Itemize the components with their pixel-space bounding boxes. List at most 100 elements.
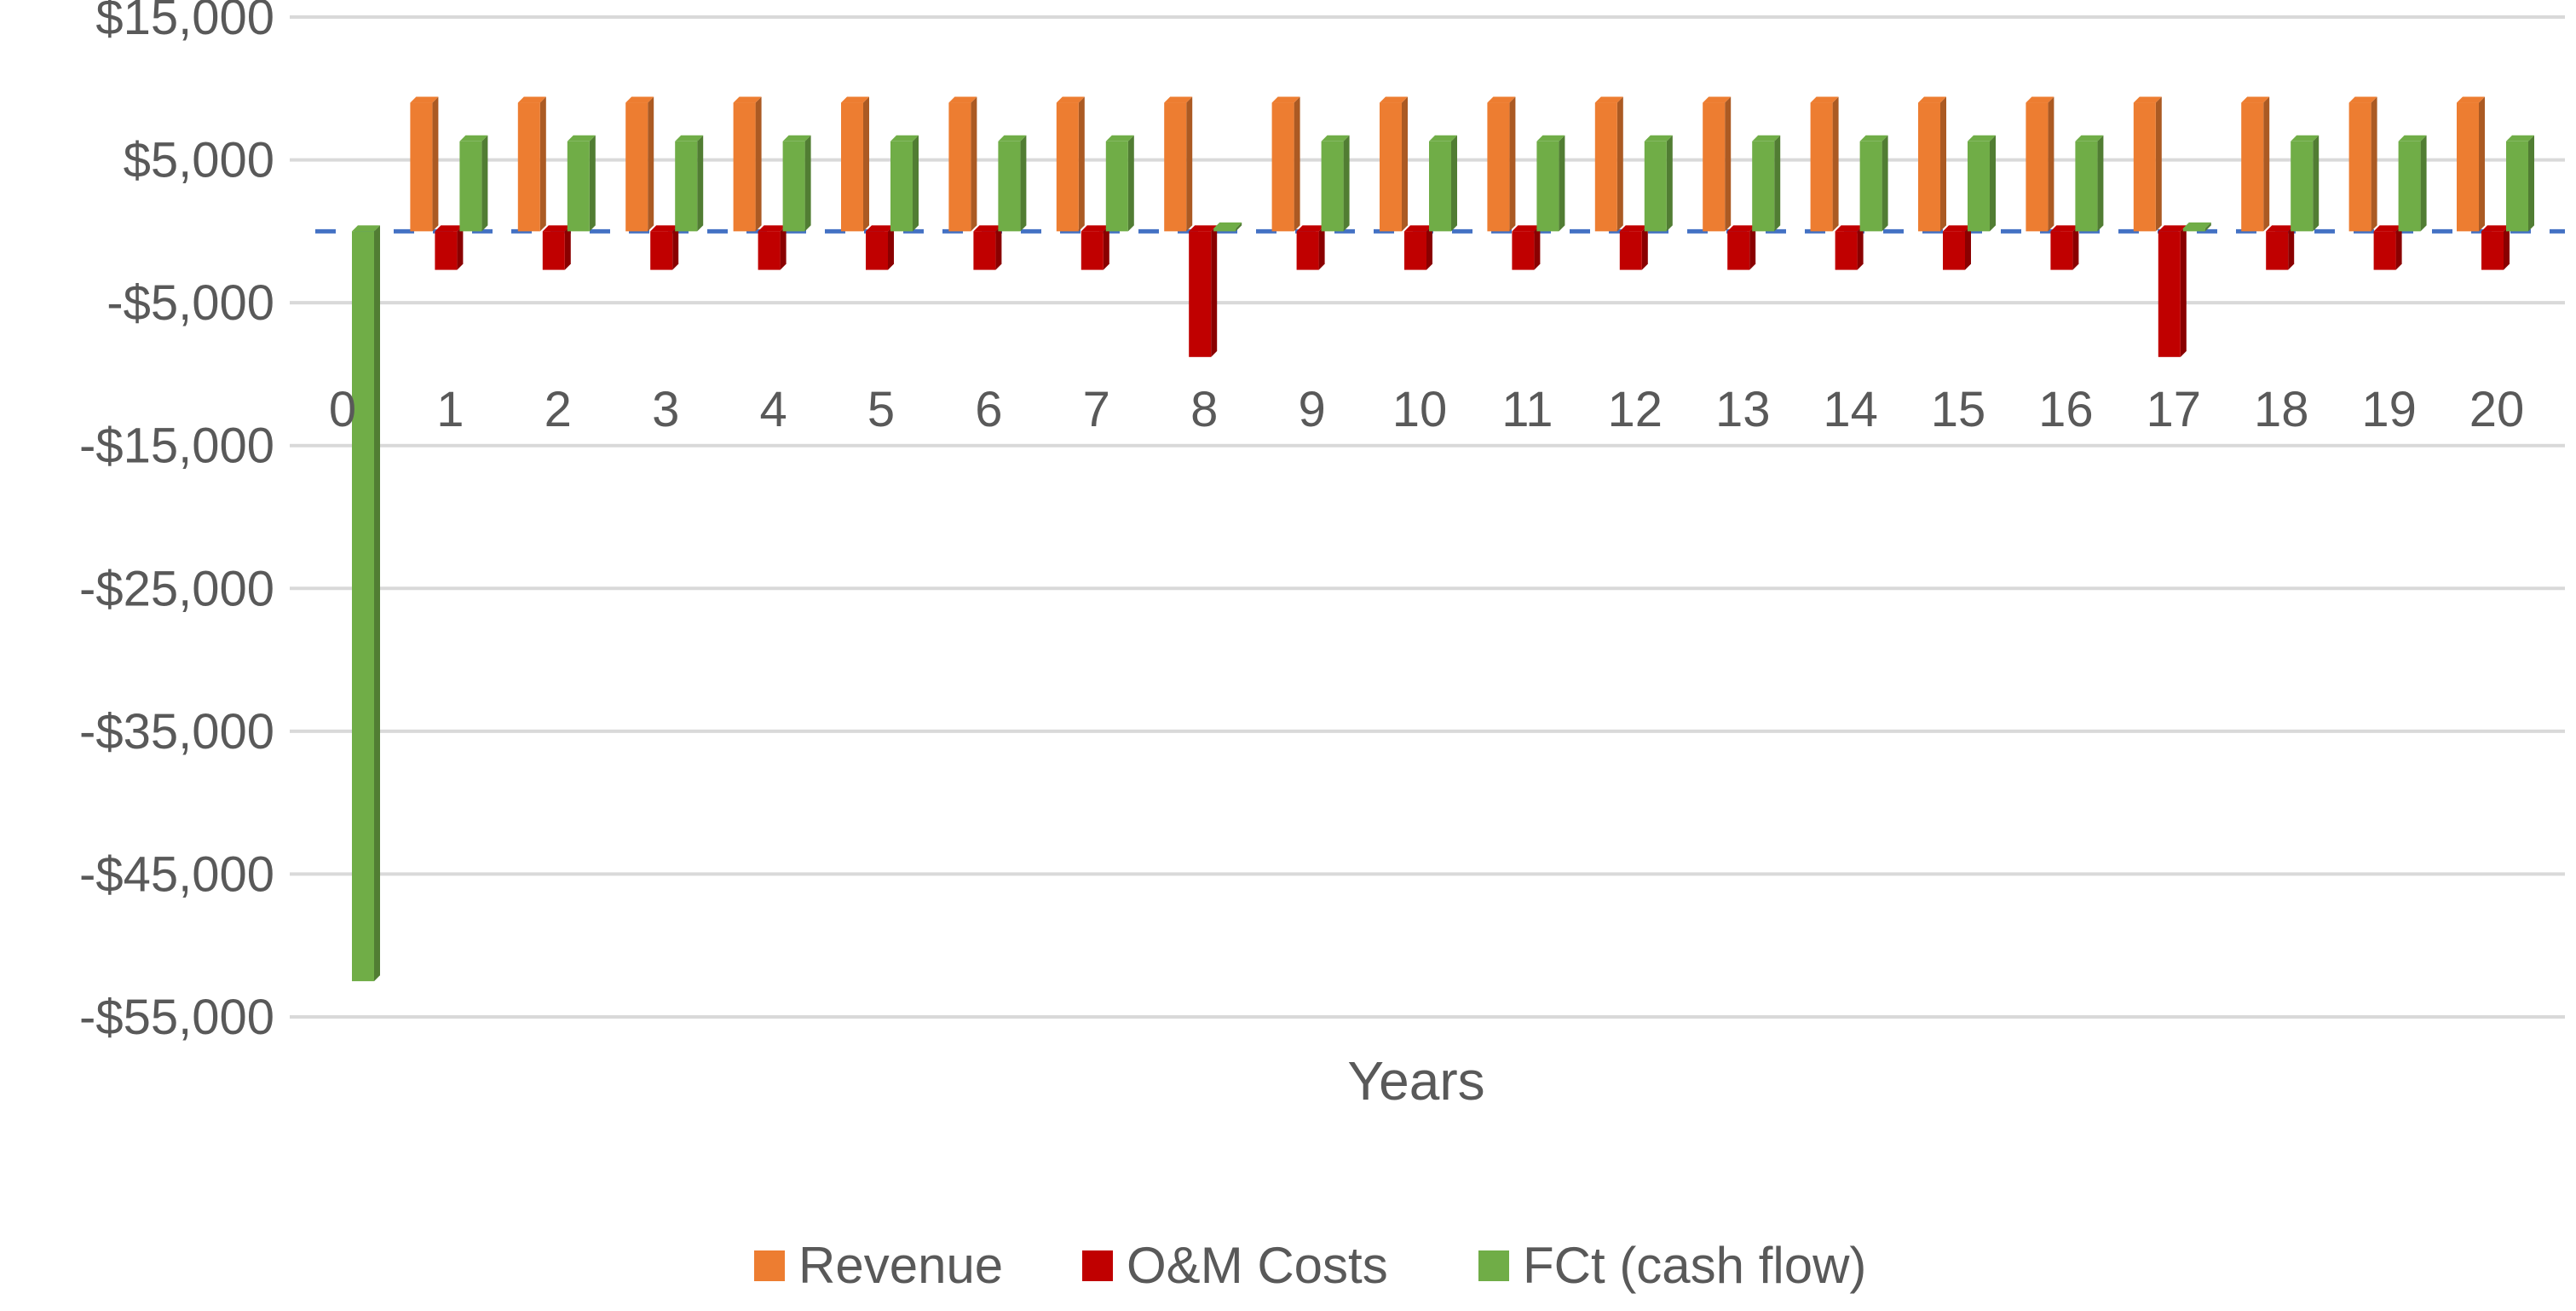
bar-side: [1857, 225, 1864, 270]
bar-revenue-year-16: [2026, 96, 2054, 232]
bar-front: [2241, 102, 2264, 232]
bar-side: [564, 225, 571, 270]
bar-side: [888, 225, 894, 270]
bar-side: [2204, 222, 2211, 232]
bar-top: [890, 135, 919, 141]
x-tick-label: 20: [2469, 382, 2525, 437]
bar-fct-cash-flow--year-13: [1752, 135, 1781, 232]
bar-revenue-year-1: [410, 96, 439, 232]
bar-front: [459, 141, 482, 232]
bar-top: [2373, 225, 2402, 232]
bar-fct-cash-flow--year-12: [1644, 135, 1673, 232]
y-axis-tick-labels: $15,000 $5,000 -$5,000 -$15,000 -$25,000 -$35…: [79, 0, 274, 1045]
bar-top: [2398, 135, 2427, 141]
bar-side: [2313, 135, 2320, 232]
bar-top: [1644, 135, 1673, 141]
bar-side: [1078, 96, 1085, 232]
bar-side: [457, 225, 464, 270]
bar-side: [804, 135, 811, 232]
bar-front: [1727, 231, 1750, 270]
bar-o-m-costs-year-2: [542, 225, 571, 270]
bar-side: [1990, 135, 1996, 232]
bar-front: [1271, 102, 1294, 232]
x-tick-label: 5: [867, 382, 895, 437]
bar-top: [1487, 96, 1516, 103]
bar-side: [1186, 96, 1193, 232]
bar-revenue-year-11: [1487, 96, 1516, 232]
bar-revenue-year-3: [625, 96, 654, 232]
bar-revenue-year-9: [1271, 96, 1300, 232]
bar-side: [913, 135, 919, 232]
bar-fct-cash-flow--year-2: [567, 135, 596, 232]
bar-revenue-year-17: [2133, 96, 2162, 232]
bar-side: [539, 96, 546, 232]
x-tick-label: 8: [1190, 382, 1218, 437]
bar-o-m-costs-year-16: [2050, 225, 2079, 270]
bar-top: [435, 225, 464, 232]
bar-top: [517, 96, 546, 103]
bar-top: [2291, 135, 2320, 141]
bar-top: [973, 225, 1002, 232]
bar-revenue-year-10: [1380, 96, 1408, 232]
legend-label: O&M Costs: [1127, 1237, 1388, 1294]
bar-top: [650, 225, 679, 232]
bar-top: [866, 225, 894, 232]
bar-side: [1426, 225, 1432, 270]
bar-fct-cash-flow--year-1: [459, 135, 488, 232]
bar-top: [2266, 225, 2295, 232]
bar-top: [675, 135, 704, 141]
bar-top: [1321, 135, 1350, 141]
bar-side: [2420, 135, 2427, 232]
bar-top: [948, 96, 977, 103]
bar-top: [1081, 225, 1109, 232]
x-tick-label: 18: [2254, 382, 2309, 437]
bar-fct-cash-flow--year-16: [2075, 135, 2104, 232]
bar-top: [758, 225, 787, 232]
legend-swatch: [1082, 1250, 1113, 1281]
bar-front: [2481, 231, 2504, 270]
bar-front: [675, 141, 698, 232]
bar-fct-cash-flow--year-8: [1213, 222, 1242, 232]
bar-top: [2348, 96, 2377, 103]
bar-top: [1968, 135, 1996, 141]
bar-front: [1619, 231, 1642, 270]
legend: Revenue O&M Costs FCt (cash flow): [754, 1237, 1866, 1294]
bar-side: [1940, 96, 1946, 232]
bar-top: [2481, 225, 2510, 232]
bar-front: [2075, 141, 2098, 232]
bar-top: [1056, 96, 1085, 103]
bar-o-m-costs-year-4: [758, 225, 787, 270]
bar-front: [1918, 102, 1940, 232]
bar-front: [1321, 141, 1344, 232]
bar-side: [971, 96, 977, 232]
bar-top: [542, 225, 571, 232]
bar-top: [1512, 225, 1541, 232]
bar-front: [1296, 231, 1319, 270]
bar-top: [2506, 135, 2534, 141]
bar-revenue-year-5: [841, 96, 869, 232]
bar-fct-cash-flow--year-3: [675, 135, 704, 232]
bar-top: [2158, 225, 2187, 232]
bar-side: [1343, 135, 1350, 232]
bar-o-m-costs-year-7: [1081, 225, 1109, 270]
bar-front: [2026, 102, 2049, 232]
bar-front: [435, 231, 458, 270]
bar-top: [2182, 222, 2211, 229]
y-tick-label: $5,000: [124, 133, 274, 188]
bar-revenue-year-6: [948, 96, 977, 232]
bar-side: [589, 135, 596, 232]
bar-side: [1832, 96, 1839, 232]
bar-front: [1859, 141, 1882, 232]
x-tick-label: 12: [1608, 382, 1663, 437]
bar-top: [1164, 96, 1193, 103]
bar-o-m-costs-year-12: [1619, 225, 1648, 270]
bar-front: [890, 141, 913, 232]
bar-o-m-costs-year-19: [2373, 225, 2402, 270]
bar-front: [1404, 231, 1426, 270]
bar-top: [1536, 135, 1565, 141]
bar-top: [1727, 225, 1756, 232]
bar-fct-cash-flow--year-0: [352, 225, 380, 982]
bar-side: [1211, 225, 1218, 357]
bar-front: [650, 231, 673, 270]
